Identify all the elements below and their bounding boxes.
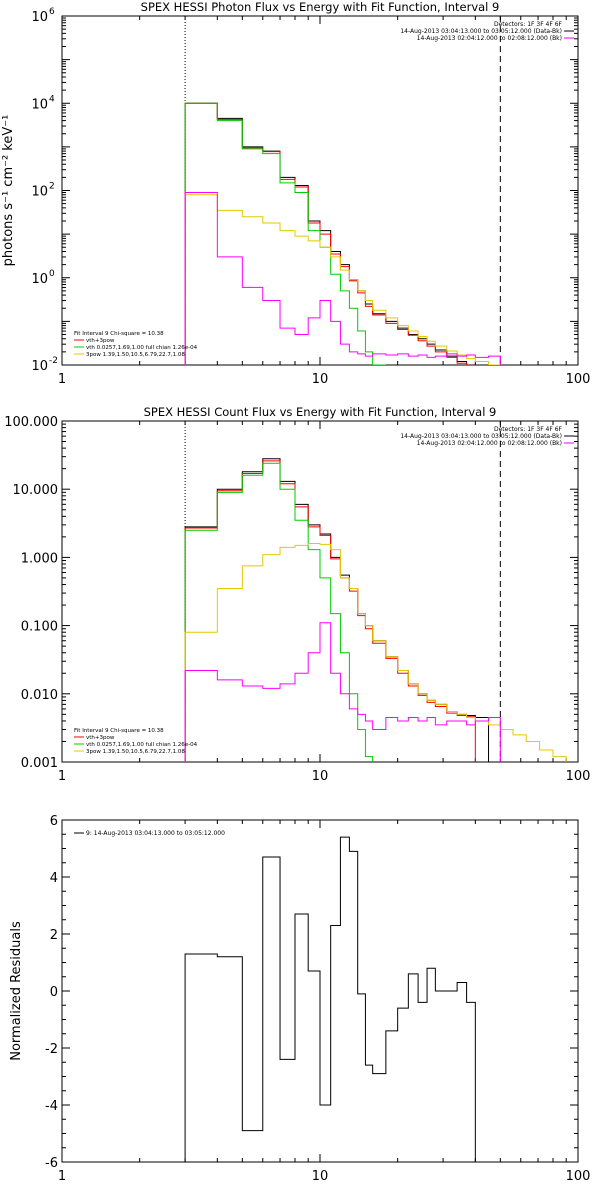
- y-axis-label: Normalized Residuals: [9, 921, 24, 1061]
- series-line-vth: [184, 102, 386, 365]
- legend-text: vth 0.0257,1.69,1.00 full chian 1.26e-04: [86, 742, 198, 748]
- x-tick-label: 10: [312, 372, 329, 387]
- y-tick-label: 2: [50, 928, 58, 943]
- y-tick-label: 1.000: [21, 551, 58, 566]
- x-tick-label: 10: [312, 1169, 329, 1184]
- series-line-vth: [184, 462, 387, 762]
- y-tick-label: 10: [31, 185, 48, 200]
- y-tick-label: 10.000: [13, 483, 59, 498]
- legend-text: Fit Interval 9 Chi-square = 10.38: [74, 331, 164, 337]
- x-tick-label: 1: [58, 769, 66, 784]
- legend-legend_bl: Fit Interval 9 Chi-square = 10.38vth+3po…: [74, 728, 198, 755]
- y-tick-exponent: 4: [49, 94, 55, 104]
- y-tick-exponent: 6: [49, 7, 55, 17]
- y-tick-label: -2: [45, 1042, 58, 1057]
- y-tick-label: 6: [50, 814, 58, 829]
- series-group: [184, 836, 489, 1162]
- legend-text: 9: 14-Aug-2013 03:04:13.000 to 03:05:12.…: [86, 830, 225, 837]
- y-tick-label: 10: [31, 272, 48, 287]
- legend-text: 14-Aug-2013 03:04:13.000 to 03:05:12.000…: [400, 433, 562, 440]
- x-tick-label: 1: [58, 372, 66, 387]
- legend-text: vth+3pow: [86, 338, 115, 344]
- chart-panel-3: 1 10 100 6 4 2 0 -2 -4 -6 Normalized Residuals 9: 1…: [9, 814, 590, 1184]
- chart-title: SPEX HESSI Count Flux vs Energy with Fit…: [144, 405, 497, 419]
- legend-text: 3pow 1.39,1.50,10.5,6.79,22.7,1.08: [86, 749, 185, 755]
- y-tick-label: -6: [45, 1156, 58, 1171]
- x-tick-label: 100: [566, 769, 591, 784]
- legend-legend_bl: Fit Interval 9 Chi-square = 10.38vth+3po…: [74, 331, 198, 358]
- series-line-bk: [184, 191, 501, 365]
- x-tick-label: 1: [58, 1169, 66, 1184]
- y-tick-label: 4: [50, 871, 58, 886]
- y-tick-exponent: -2: [49, 356, 58, 366]
- legend-text: 14-Aug-2013 02:04:12.000 to 02:08:12.000…: [417, 440, 562, 447]
- y-tick-label: 10: [31, 97, 48, 112]
- legend-text: 14-Aug-2013 02:04:12.000 to 02:08:12.000…: [417, 35, 562, 42]
- legend-text: 3pow 1.39,1.50,10.5,6.79,22.7,1.08: [86, 352, 185, 358]
- y-tick-label: 0: [50, 985, 58, 1000]
- series-line-vth-3pow: [184, 460, 476, 762]
- series-line-vth-3pow: [184, 102, 468, 365]
- chart-title: SPEX HESSI Photon Flux vs Energy with Fi…: [141, 0, 500, 14]
- x-tick-label: 100: [566, 372, 591, 387]
- y-tick-label: 0.100: [21, 620, 58, 635]
- x-tick-label: 100: [566, 1169, 591, 1184]
- y-tick-label: 0.001: [21, 756, 58, 771]
- legend-text: vth 0.0257,1.69,1.00 full chian 1.26e-04: [86, 345, 198, 351]
- legend-text: vth+3pow: [86, 735, 115, 741]
- y-axis-label: photons s⁻¹ cm⁻² keV⁻¹: [1, 115, 16, 267]
- series-line-3pow: [184, 194, 527, 365]
- y-tick-label: 0.010: [21, 688, 58, 703]
- legend-text: Detectors: 1F 3F 4F 6F: [494, 21, 563, 28]
- y-tick-label: 10: [31, 10, 48, 25]
- series-group: [184, 458, 567, 762]
- legend-legend_tl: 9: 14-Aug-2013 03:04:13.000 to 03:05:12.…: [74, 830, 225, 837]
- y-tick-label: 100.000: [4, 415, 58, 430]
- y-tick-exponent: 0: [49, 269, 55, 279]
- series-line-bk: [184, 622, 501, 762]
- x-tick-label: 10: [312, 769, 329, 784]
- y-tick-label: 10: [31, 359, 48, 374]
- chart-panel-2: SPEX HESSI Count Flux vs Energy with Fit…: [4, 405, 590, 784]
- series-line-data-0: [184, 836, 489, 1162]
- legend-text: Detectors: 1F 3F 4F 6F: [494, 426, 563, 433]
- y-tick-exponent: 2: [49, 182, 55, 192]
- chart-panel-1: SPEX HESSI Photon Flux vs Energy with Fi…: [1, 0, 590, 387]
- legend-text: Fit Interval 9 Chi-square = 10.38: [74, 728, 164, 734]
- series-line-data-0: [184, 458, 490, 762]
- y-tick-label: -4: [45, 1099, 58, 1114]
- series-group: [184, 102, 527, 365]
- legend-text: 14-Aug-2013 03:04:13.000 to 03:05:12.000…: [400, 28, 562, 35]
